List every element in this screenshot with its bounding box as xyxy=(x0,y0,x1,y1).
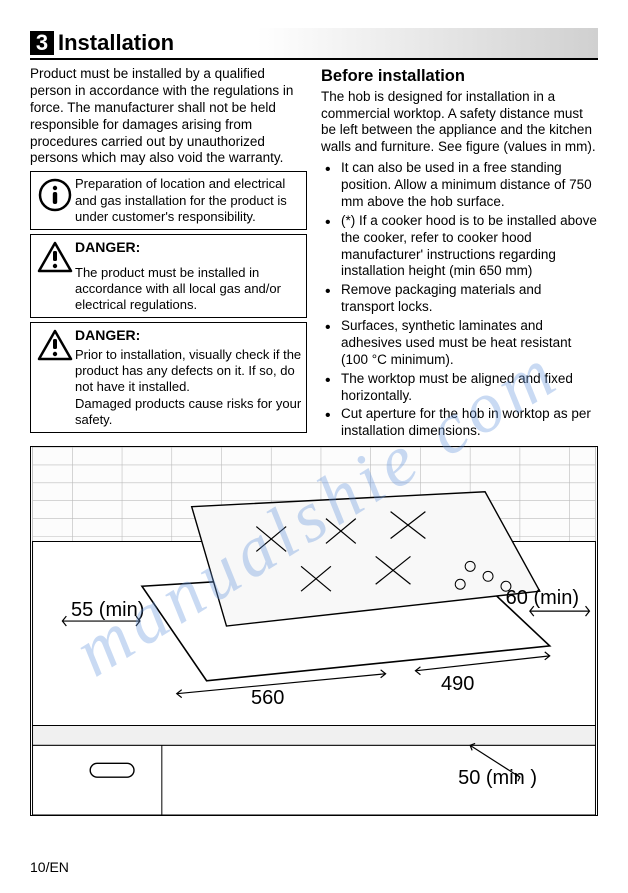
section-header: 3 Installation xyxy=(30,28,598,60)
dim-50: 50 (min ) xyxy=(458,767,537,790)
list-item: The worktop must be aligned and fixed ho… xyxy=(321,371,598,405)
list-item: Remove packaging materials and transport… xyxy=(321,282,598,316)
list-item: Surfaces, synthetic laminates and adhesi… xyxy=(321,318,598,369)
dim-60: 60 (min) xyxy=(506,587,579,610)
before-install-heading: Before installation xyxy=(321,66,598,87)
list-item: It can also be used in a free standing p… xyxy=(321,160,598,211)
page-number: 10/EN xyxy=(30,859,69,875)
info-box-preparation: Preparation of location and electrical a… xyxy=(30,171,307,230)
bullet-list: It can also be used in a free standing p… xyxy=(321,160,598,440)
right-column: Before installation The hob is designed … xyxy=(321,66,598,442)
dim-490: 490 xyxy=(441,673,474,696)
danger-box-1: DANGER: The product must be installed in… xyxy=(30,234,307,318)
list-item: Cut aperture for the hob in worktop as p… xyxy=(321,406,598,440)
info-icon xyxy=(35,176,75,212)
danger-label: DANGER: xyxy=(75,327,302,345)
danger-label: DANGER: xyxy=(75,239,302,257)
section-title: Installation xyxy=(58,30,174,56)
left-column: Product must be installed by a qualified… xyxy=(30,66,307,442)
danger-text-2: Damaged products cause risks for your sa… xyxy=(75,396,302,429)
list-item: (*) If a cooker hood is to be installed … xyxy=(321,213,598,281)
warning-icon xyxy=(35,239,75,273)
before-install-intro: The hob is designed for installation in … xyxy=(321,89,598,157)
danger-text-1: Prior to installation, visually check if… xyxy=(75,347,302,396)
danger-text: The product must be installed in accorda… xyxy=(75,265,302,314)
warning-icon xyxy=(35,327,75,361)
dim-560: 560 xyxy=(251,687,284,710)
info-text: Preparation of location and electrical a… xyxy=(75,176,302,225)
section-number: 3 xyxy=(30,31,54,55)
dim-55: 55 (min) xyxy=(71,599,144,622)
hob-cutout-diagram xyxy=(31,447,597,815)
danger-box-2: DANGER: Prior to installation, visually … xyxy=(30,322,307,433)
installation-diagram: 55 (min) 60 (min) 560 490 50 (min ) xyxy=(30,446,598,816)
intro-paragraph: Product must be installed by a qualified… xyxy=(30,66,307,167)
